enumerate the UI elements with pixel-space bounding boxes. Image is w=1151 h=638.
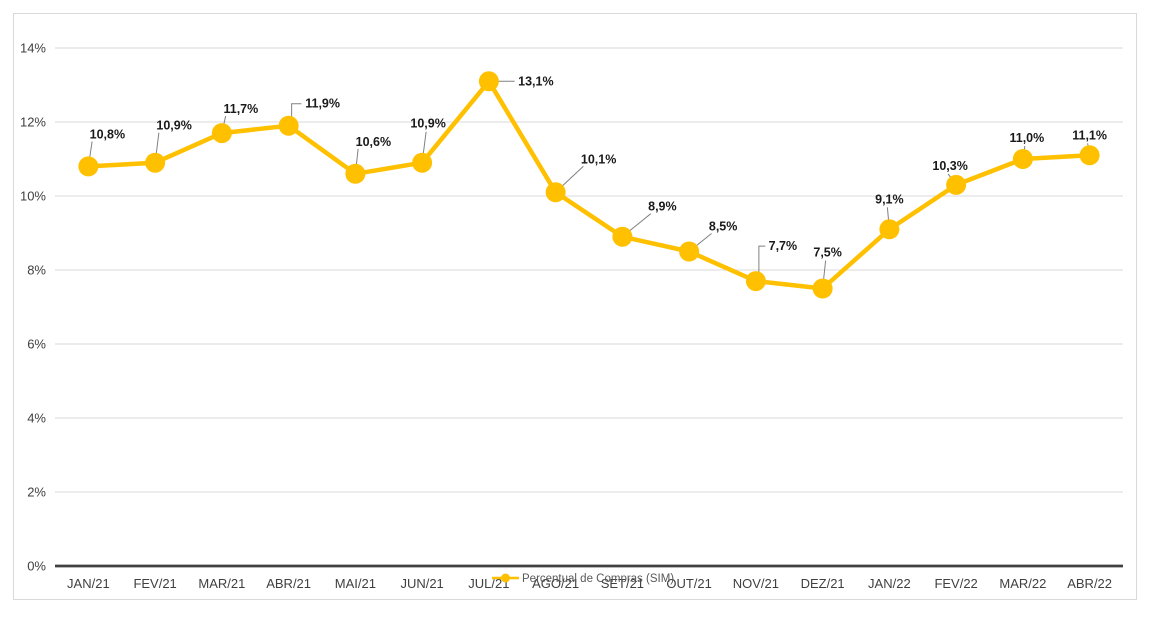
x-category-label: JAN/22 [868,576,911,591]
data-point-marker [679,241,700,262]
legend-label: Percentual de Compras (SIM) [522,573,674,585]
data-point-label: 11,1% [1072,128,1107,142]
x-category-label: FEV/22 [934,576,977,591]
data-point-marker [345,163,366,184]
x-category-label: MAI/21 [335,576,376,591]
y-tick-label: 6% [27,337,46,352]
data-point-label: 11,9% [305,97,340,111]
data-point-marker [812,278,833,299]
y-tick-label: 14% [20,41,46,56]
data-point-label: 11,0% [1009,131,1044,145]
x-category-label: MAR/22 [999,576,1046,591]
y-tick-label: 4% [27,411,46,426]
x-category-label: ABR/22 [1067,576,1112,591]
series-line [86,79,1092,291]
data-point-marker [612,226,633,247]
data-point-marker [278,115,299,136]
chart-frame [13,13,1137,600]
data-point-marker [78,156,99,177]
x-category-label: OUT/21 [666,576,712,591]
data-point-marker [211,123,232,144]
data-point-marker [412,152,433,173]
data-point-marker [145,152,166,173]
data-point-label: 7,7% [769,239,798,253]
data-point-marker [478,71,499,92]
x-category-label: JUN/21 [400,576,443,591]
data-point-label: 9,1% [875,192,904,206]
x-category-label: JUL/21 [468,576,509,591]
x-category-label: DEZ/21 [801,576,845,591]
data-point-marker [745,271,766,292]
legend-point-marker [501,573,510,583]
data-point-label: 10,3% [932,159,967,173]
data-point-marker [545,182,566,203]
y-tick-label: 8% [27,263,46,278]
data-point-marker [879,219,900,240]
data-point-label: 8,5% [709,220,738,234]
x-category-label: NOV/21 [733,576,779,591]
data-point-marker [1079,145,1100,166]
data-point-label: 10,6% [356,135,391,149]
data-point-label: 13,1% [518,74,553,88]
x-category-label: ABR/21 [266,576,311,591]
data-point-label: 10,9% [156,119,191,133]
data-point-label: 8,9% [648,200,677,214]
x-category-label: AGO/21 [532,576,579,591]
x-category-label: SET/21 [601,576,644,591]
leader-line [758,245,766,282]
x-category-label: MAR/21 [198,576,245,591]
data-point-label: 10,9% [410,117,445,131]
data-point-label: 10,1% [581,152,616,166]
legend: Percentual de Compras (SIM) [492,573,674,585]
data-point-marker [1012,149,1033,169]
y-tick-label: 10% [20,189,46,204]
data-point-label: 7,5% [813,246,842,260]
y-tick-label: 12% [20,115,46,130]
y-tick-label: 0% [27,559,46,574]
data-point-label: 11,7% [223,102,258,116]
data-point-label: 10,8% [90,127,125,141]
x-category-label: FEV/21 [133,576,176,591]
x-category-label: JAN/21 [67,576,110,591]
y-tick-label: 2% [27,485,46,500]
data-point-marker [946,174,967,195]
